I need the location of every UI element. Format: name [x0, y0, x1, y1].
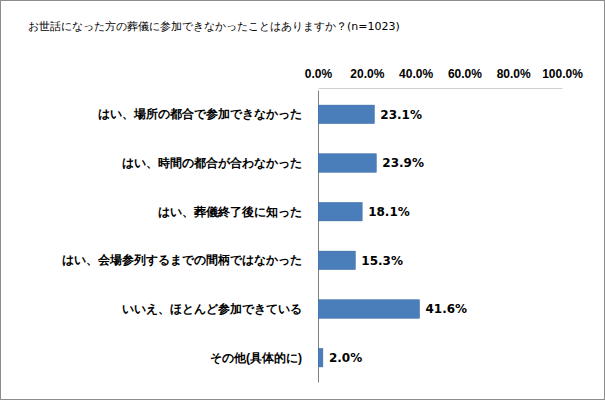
category-label: はい、時間の都合が合わなかった	[122, 156, 302, 170]
tick: その他(具体的に)	[210, 351, 318, 365]
data-labels: 23.1% 23.9% 18.1% 15.3% 41.6% 2.0%	[329, 108, 467, 365]
category-label: はい、会場参列するまでの間柄ではなかった	[62, 253, 302, 267]
chart: お世話になった方の葬儀に参加できなかったことはありますか？(n=1023) 0.0…	[0, 0, 605, 400]
category-label: はい、場所の都合で参加できなかった	[98, 107, 302, 121]
bar	[318, 251, 355, 269]
tick-label: 20.0%	[350, 67, 384, 81]
tick: 80.0%	[497, 67, 531, 88]
tick: はい、場所の都合で参加できなかった	[98, 107, 318, 121]
title: お世話になった方の葬儀に参加できなかったことはありますか？(n=1023)	[28, 20, 400, 33]
category-label: いいえ、ほとんど参加できている	[122, 302, 302, 316]
data-label: 23.1%	[380, 108, 422, 122]
tick-label: 80.0%	[497, 67, 531, 81]
tick: 20.0%	[350, 67, 384, 88]
tick-label: 100.0%	[542, 67, 583, 81]
tick: はい、会場参列するまでの間柄ではなかった	[62, 253, 318, 267]
tick: 60.0%	[448, 67, 482, 88]
tick: はい、葬儀終了後に知った	[158, 205, 318, 219]
value-axis: 0.0% 20.0% 40.0% 60.0% 80.0% 100.0%	[305, 67, 583, 89]
tick: 40.0%	[399, 67, 433, 88]
tick: はい、時間の都合が合わなかった	[122, 156, 318, 170]
bar	[318, 202, 362, 220]
category-axis: はい、場所の都合で参加できなかったはい、時間の都合が合わなかったはい、葬儀終了後…	[62, 91, 319, 383]
bar	[318, 105, 374, 123]
frame	[1, 1, 605, 400]
category-label: はい、葬儀終了後に知った	[158, 205, 302, 219]
tick-label: 40.0%	[399, 67, 433, 81]
data-label: 18.1%	[368, 205, 410, 219]
data-label: 2.0%	[329, 351, 362, 365]
category-label: その他(具体的に)	[210, 351, 302, 365]
data-label: 23.9%	[382, 156, 424, 170]
tick: いいえ、ほとんど参加できている	[122, 302, 318, 316]
tick: 0.0%	[305, 67, 333, 88]
axis-line	[318, 91, 319, 383]
data-label: 41.6%	[426, 302, 468, 316]
bar	[318, 348, 323, 366]
bar	[318, 300, 420, 318]
data-label: 15.3%	[361, 254, 403, 268]
tick-label: 0.0%	[305, 67, 333, 81]
tick-label: 60.0%	[448, 67, 482, 81]
axis-line	[319, 88, 563, 89]
bars	[318, 105, 420, 367]
bar	[318, 154, 376, 172]
tick: 100.0%	[542, 67, 583, 88]
